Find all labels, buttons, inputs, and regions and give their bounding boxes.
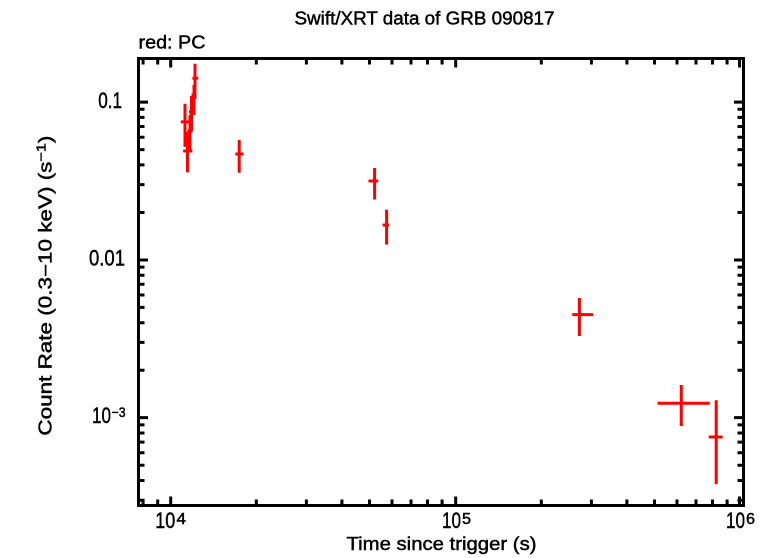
- svg-text:10: 10: [726, 508, 745, 533]
- svg-text:10: 10: [155, 508, 175, 533]
- svg-text:0.1: 0.1: [98, 88, 122, 113]
- svg-text:6: 6: [746, 511, 755, 528]
- svg-text:5: 5: [462, 511, 471, 528]
- svg-text:4: 4: [177, 511, 187, 528]
- svg-text:10: 10: [442, 508, 461, 533]
- svg-text:10: 10: [92, 403, 111, 428]
- svg-text:Swift/XRT data of GRB 090817: Swift/XRT data of GRB 090817: [295, 8, 555, 28]
- svg-text:red: PC: red: PC: [139, 32, 206, 52]
- svg-text:−3: −3: [112, 404, 126, 420]
- svg-text:Count Rate (0.3−10 keV) (s−1): Count Rate (0.3−10 keV) (s−1): [34, 136, 56, 436]
- svg-text:Time since trigger (s): Time since trigger (s): [347, 534, 537, 554]
- svg-text:0.01: 0.01: [89, 246, 125, 271]
